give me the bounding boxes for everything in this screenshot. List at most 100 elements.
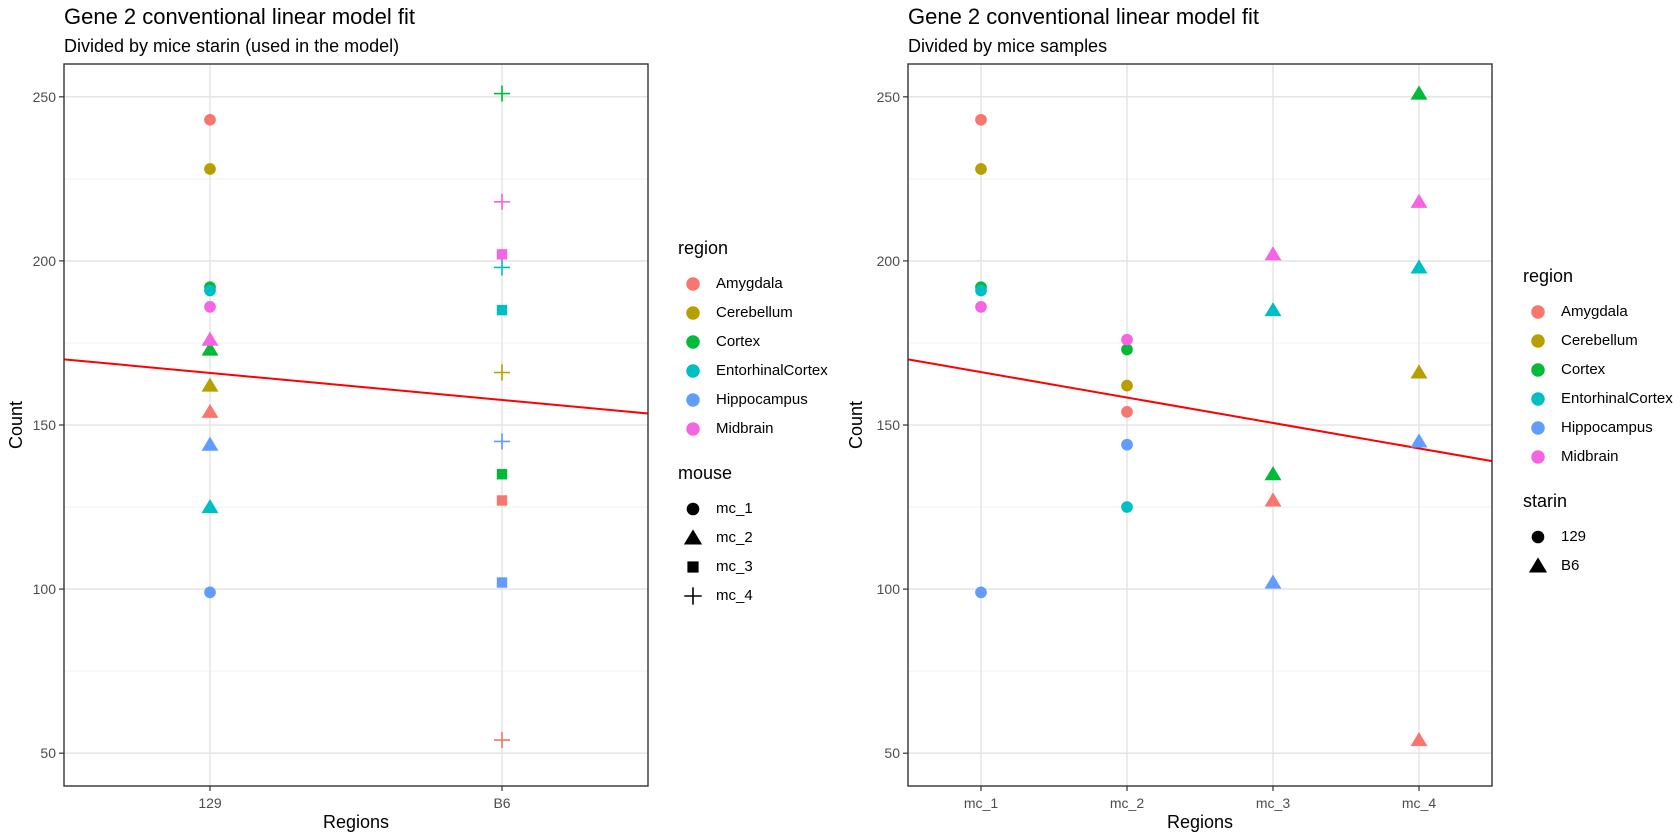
y-tick-label: 100 (877, 581, 901, 597)
legend-item: Midbrain (1523, 442, 1673, 471)
data-point (1410, 259, 1428, 274)
data-point (496, 304, 508, 316)
x-tick-label: 129 (198, 795, 222, 811)
y-tick-label: 200 (33, 253, 57, 269)
legend-symbol (1531, 304, 1545, 319)
legend-key (678, 332, 708, 352)
legend-label: Cerebellum (1561, 332, 1638, 349)
legend-item: Cerebellum (1523, 326, 1673, 355)
y-tick-label: 200 (877, 253, 901, 269)
legend-symbol (683, 528, 703, 545)
x-tick-label: mc_3 (1256, 795, 1290, 811)
legend-item: Hippocampus (1523, 413, 1673, 442)
data-point (1410, 193, 1428, 208)
legend-symbol (1531, 333, 1545, 348)
legend-item: Cortex (1523, 355, 1673, 384)
data-point (201, 498, 219, 514)
legend-label: EntorhinalCortex (1561, 390, 1673, 407)
x-tick-label: mc_2 (1110, 795, 1144, 811)
data-point (1264, 246, 1282, 261)
data-point (204, 163, 216, 175)
legend-symbol (684, 586, 702, 605)
legend-label: Cerebellum (716, 304, 793, 321)
data-point (201, 331, 219, 346)
y-tick-label: 50 (40, 745, 56, 761)
fit-line (63, 358, 649, 415)
legend-item: EntorhinalCortex (1523, 384, 1673, 413)
legend-symbol (686, 392, 700, 407)
legend-item: Hippocampus (678, 385, 828, 414)
legend-item: Amygdala (678, 269, 828, 298)
x-tick-label: B6 (493, 795, 510, 811)
legend-item: mc_3 (678, 552, 828, 581)
legend-symbol (686, 502, 700, 515)
data-point (1410, 364, 1428, 379)
legend-group: region Amygdala Cerebellum Cortex Entorhinal… (1523, 266, 1673, 471)
legend-label: Cortex (716, 333, 761, 350)
plot-area: 50 100 150 200 250 mc_1 mc_2 mc_3 mc_4 Regions Cou… (846, 63, 1493, 832)
fit-line (907, 358, 1493, 463)
data-point (493, 85, 511, 102)
legend-symbol (1531, 362, 1545, 377)
legend-key (1523, 331, 1553, 351)
legend-key (678, 361, 708, 381)
data-point (204, 113, 216, 126)
data-point (496, 249, 508, 260)
legend-item: Midbrain (678, 414, 828, 443)
legend-symbol (1531, 449, 1545, 464)
legend-title: mouse (678, 463, 733, 483)
data-point (493, 731, 511, 749)
legend-key (678, 274, 708, 294)
legend-symbol (686, 305, 700, 320)
y-axis-label: Count (846, 401, 866, 449)
legend-title: region (678, 238, 729, 258)
y-tick-label: 250 (33, 89, 57, 105)
legend-group: starin 129 B6 (1523, 491, 1673, 580)
legend-title: region (1523, 266, 1574, 286)
legend-symbol (1531, 420, 1545, 435)
legend-label: mc_1 (716, 500, 753, 517)
data-point (204, 284, 216, 297)
x-axis-label: Regions (323, 812, 389, 832)
data-point (1121, 343, 1133, 356)
legend-label: mc_2 (716, 529, 753, 546)
data-point (201, 403, 219, 418)
chart-title: Gene 2 conventional linear model fit (64, 4, 415, 29)
data-point (975, 586, 987, 599)
y-tick-label: 50 (884, 745, 900, 761)
y-axis-label: Count (6, 401, 26, 449)
legend-item: Cortex (678, 327, 828, 356)
legend-key (678, 499, 708, 519)
legend-item: Amygdala (1523, 297, 1673, 326)
data-point (1264, 302, 1282, 317)
legend-symbol (686, 363, 700, 378)
legend-item: 129 (1523, 522, 1673, 551)
legend-key (678, 528, 708, 548)
data-point (1121, 379, 1133, 392)
legend-item: mc_1 (678, 494, 828, 523)
data-point (1410, 433, 1428, 448)
legend-item: mc_2 (678, 523, 828, 552)
chart-panel-strain: Gene 2 conventional linear model fit Div… (6, 4, 828, 832)
data-point (496, 469, 508, 480)
legend-key (1523, 360, 1553, 380)
plot-area: 50 100 150 200 250 129 B6 Regions Count (6, 63, 649, 832)
legend-label: Midbrain (1561, 448, 1619, 465)
legend-symbol (686, 421, 700, 436)
data-point (1121, 406, 1133, 418)
x-tick-label: mc_4 (1402, 795, 1436, 811)
data-point (1121, 333, 1133, 346)
legend-group: region Amygdala Cerebellum Cortex Entorhinal… (678, 238, 828, 443)
legend-label: B6 (1561, 557, 1580, 574)
legend-label: mc_3 (716, 558, 753, 575)
legend-label: Amygdala (716, 275, 783, 292)
data-point (1410, 85, 1428, 100)
data-point (1264, 466, 1282, 481)
legend-key (678, 557, 708, 577)
legend-label: Amygdala (1561, 303, 1628, 320)
y-tick-label: 150 (33, 417, 57, 433)
data-point (1264, 574, 1282, 589)
data-point (201, 341, 219, 356)
chart-title: Gene 2 conventional linear model fit (908, 4, 1259, 29)
legend-key (678, 303, 708, 323)
